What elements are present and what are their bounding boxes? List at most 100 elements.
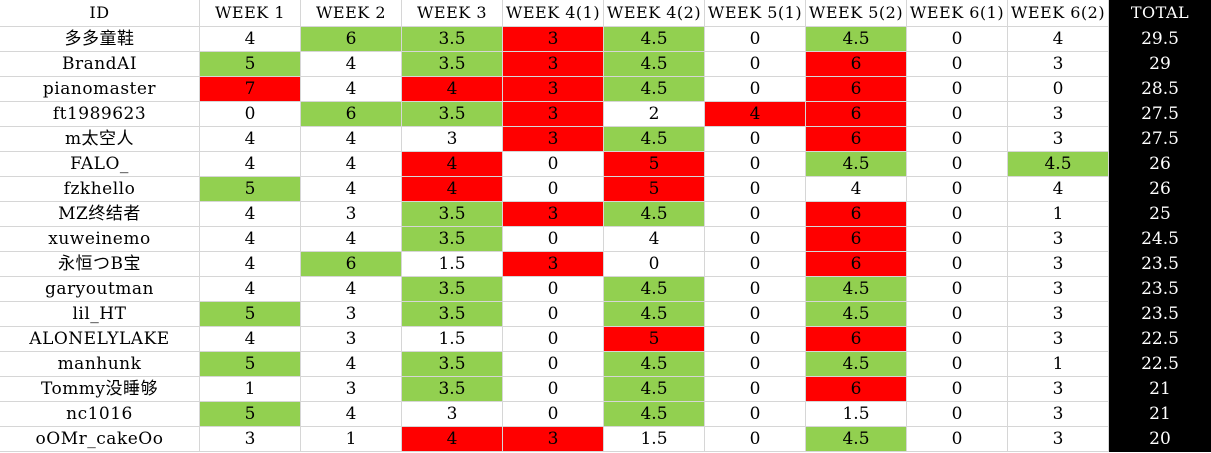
- score-cell[interactable]: 4: [301, 127, 402, 152]
- score-cell[interactable]: 3: [402, 127, 503, 152]
- score-cell[interactable]: 4.5: [806, 27, 907, 52]
- player-id-cell[interactable]: FALO_: [0, 152, 200, 177]
- score-cell[interactable]: 0: [503, 402, 604, 427]
- score-cell[interactable]: 0: [907, 177, 1008, 202]
- total-cell[interactable]: 26: [1109, 152, 1211, 177]
- total-cell[interactable]: 25: [1109, 202, 1211, 227]
- player-id-cell[interactable]: 多多童鞋: [0, 27, 200, 52]
- score-cell[interactable]: 3.5: [402, 102, 503, 127]
- score-cell[interactable]: 3: [503, 427, 604, 452]
- score-cell[interactable]: 0: [907, 127, 1008, 152]
- score-cell[interactable]: 0: [705, 427, 806, 452]
- total-cell[interactable]: 22.5: [1109, 327, 1211, 352]
- score-cell[interactable]: 6: [301, 102, 402, 127]
- score-cell[interactable]: 0: [200, 102, 301, 127]
- header-id[interactable]: ID: [0, 0, 200, 27]
- score-cell[interactable]: 3: [1008, 427, 1109, 452]
- score-cell[interactable]: 5: [200, 352, 301, 377]
- score-cell[interactable]: 0: [907, 77, 1008, 102]
- score-cell[interactable]: 1.5: [402, 252, 503, 277]
- score-cell[interactable]: 3: [503, 252, 604, 277]
- score-cell[interactable]: 1.5: [604, 427, 705, 452]
- header-week-4-2[interactable]: WEEK 4(2): [604, 0, 705, 27]
- player-id-cell[interactable]: pianomaster: [0, 77, 200, 102]
- score-cell[interactable]: 4.5: [1008, 152, 1109, 177]
- score-cell[interactable]: 0: [705, 177, 806, 202]
- score-cell[interactable]: 4: [200, 27, 301, 52]
- score-cell[interactable]: 4: [1008, 177, 1109, 202]
- score-cell[interactable]: 4: [301, 177, 402, 202]
- score-cell[interactable]: 3: [1008, 127, 1109, 152]
- score-cell[interactable]: 3: [301, 302, 402, 327]
- score-cell[interactable]: 0: [705, 127, 806, 152]
- score-cell[interactable]: 4.5: [604, 277, 705, 302]
- player-id-cell[interactable]: BrandAI: [0, 52, 200, 77]
- player-id-cell[interactable]: ALONELYLAKE: [0, 327, 200, 352]
- score-cell[interactable]: 0: [1008, 77, 1109, 102]
- score-cell[interactable]: 3: [503, 27, 604, 52]
- total-cell[interactable]: 23.5: [1109, 277, 1211, 302]
- score-cell[interactable]: 0: [705, 252, 806, 277]
- score-cell[interactable]: 4: [402, 177, 503, 202]
- score-cell[interactable]: 0: [907, 277, 1008, 302]
- header-total[interactable]: TOTAL: [1109, 0, 1211, 27]
- score-cell[interactable]: 6: [806, 202, 907, 227]
- header-week-1[interactable]: WEEK 1: [200, 0, 301, 27]
- player-id-cell[interactable]: xuweinemo: [0, 227, 200, 252]
- score-cell[interactable]: 1.5: [806, 402, 907, 427]
- score-cell[interactable]: 4: [200, 227, 301, 252]
- player-id-cell[interactable]: nc1016: [0, 402, 200, 427]
- score-cell[interactable]: 4.5: [604, 127, 705, 152]
- score-cell[interactable]: 5: [200, 52, 301, 77]
- score-cell[interactable]: 4.5: [806, 302, 907, 327]
- score-cell[interactable]: 1: [301, 427, 402, 452]
- score-cell[interactable]: 0: [503, 152, 604, 177]
- score-cell[interactable]: 3: [1008, 402, 1109, 427]
- score-cell[interactable]: 5: [604, 177, 705, 202]
- player-id-cell[interactable]: garyoutman: [0, 277, 200, 302]
- total-cell[interactable]: 21: [1109, 402, 1211, 427]
- total-cell[interactable]: 27.5: [1109, 102, 1211, 127]
- score-cell[interactable]: 3.5: [402, 52, 503, 77]
- score-cell[interactable]: 5: [200, 177, 301, 202]
- score-cell[interactable]: 0: [705, 352, 806, 377]
- score-cell[interactable]: 4.5: [604, 377, 705, 402]
- score-cell[interactable]: 4: [301, 77, 402, 102]
- score-cell[interactable]: 4: [301, 277, 402, 302]
- score-cell[interactable]: 4: [200, 277, 301, 302]
- score-cell[interactable]: 0: [604, 252, 705, 277]
- score-cell[interactable]: 0: [705, 27, 806, 52]
- score-cell[interactable]: 0: [503, 352, 604, 377]
- score-cell[interactable]: 1: [1008, 202, 1109, 227]
- score-cell[interactable]: 1: [200, 377, 301, 402]
- score-cell[interactable]: 0: [705, 302, 806, 327]
- score-cell[interactable]: 5: [604, 327, 705, 352]
- header-week-3[interactable]: WEEK 3: [402, 0, 503, 27]
- score-cell[interactable]: 0: [503, 377, 604, 402]
- score-cell[interactable]: 4: [705, 102, 806, 127]
- score-cell[interactable]: 0: [503, 327, 604, 352]
- score-cell[interactable]: 4: [301, 152, 402, 177]
- score-cell[interactable]: 4: [402, 77, 503, 102]
- total-cell[interactable]: 29.5: [1109, 27, 1211, 52]
- score-cell[interactable]: 3: [1008, 377, 1109, 402]
- score-cell[interactable]: 0: [503, 227, 604, 252]
- total-cell[interactable]: 28.5: [1109, 77, 1211, 102]
- score-cell[interactable]: 5: [604, 152, 705, 177]
- score-cell[interactable]: 0: [503, 177, 604, 202]
- score-cell[interactable]: 0: [907, 352, 1008, 377]
- player-id-cell[interactable]: ft1989623: [0, 102, 200, 127]
- score-cell[interactable]: 0: [503, 302, 604, 327]
- score-cell[interactable]: 4.5: [604, 27, 705, 52]
- score-cell[interactable]: 2: [604, 102, 705, 127]
- score-cell[interactable]: 3: [301, 202, 402, 227]
- score-cell[interactable]: 5: [200, 402, 301, 427]
- score-cell[interactable]: 3: [1008, 302, 1109, 327]
- score-cell[interactable]: 1.5: [402, 327, 503, 352]
- total-cell[interactable]: 23.5: [1109, 302, 1211, 327]
- score-cell[interactable]: 3: [1008, 327, 1109, 352]
- score-cell[interactable]: 6: [806, 77, 907, 102]
- score-cell[interactable]: 3: [200, 427, 301, 452]
- header-week-6-2[interactable]: WEEK 6(2): [1008, 0, 1109, 27]
- score-cell[interactable]: 4.5: [806, 352, 907, 377]
